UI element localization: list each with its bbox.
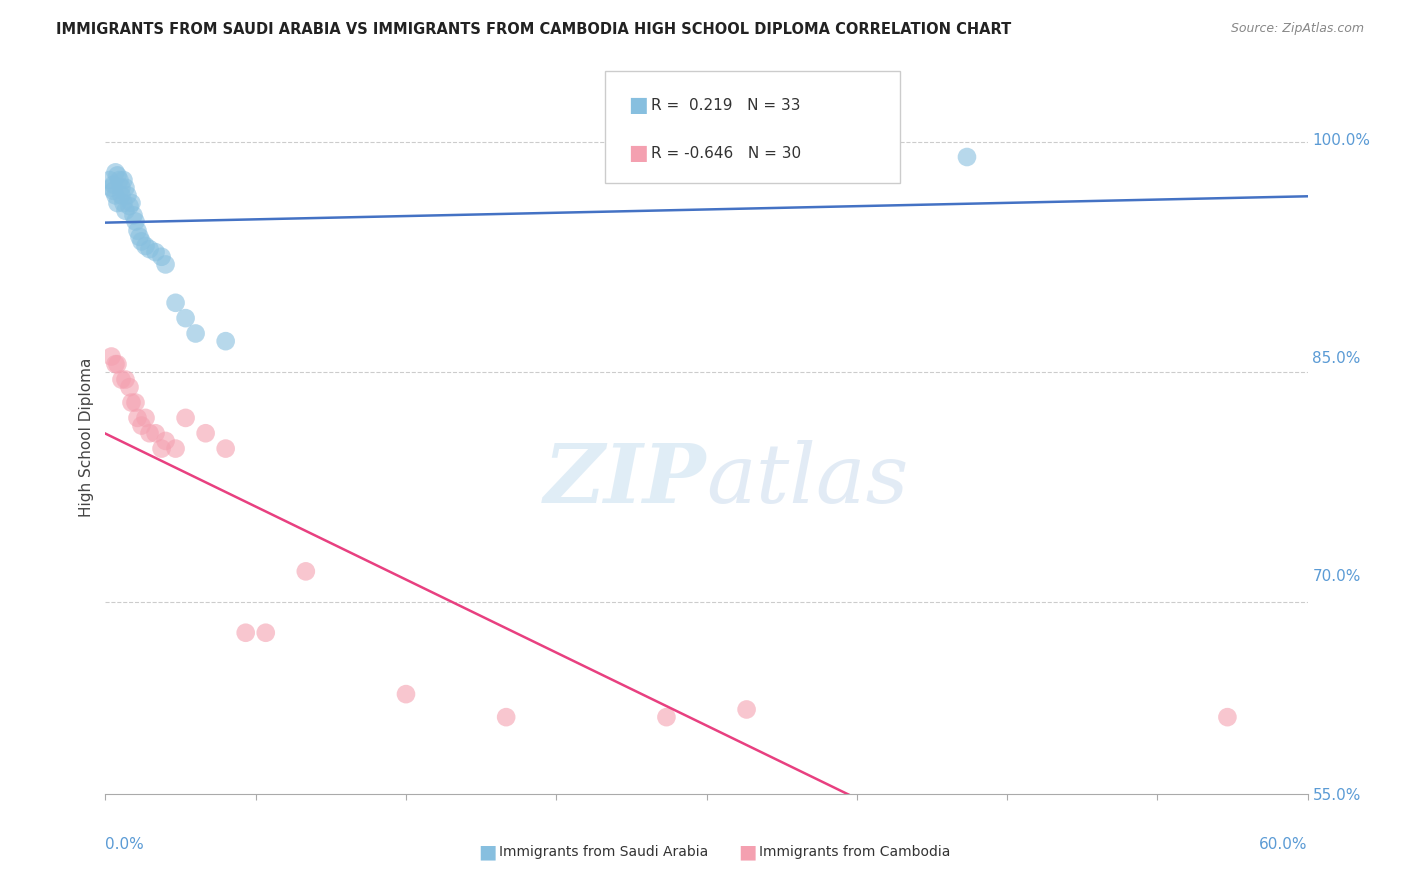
- Point: [103, 184, 125, 198]
- Text: R = -0.646   N = 30: R = -0.646 N = 30: [651, 146, 801, 161]
- Point: [110, 180, 132, 194]
- Text: 0.0%: 0.0%: [105, 837, 145, 852]
- Point: [155, 257, 177, 271]
- Text: ■: ■: [478, 842, 496, 862]
- Point: [118, 380, 141, 394]
- Point: [150, 250, 173, 264]
- Point: [117, 188, 139, 202]
- Point: [104, 165, 127, 179]
- Point: [735, 702, 758, 716]
- Text: 60.0%: 60.0%: [1260, 837, 1308, 852]
- Text: ZIP: ZIP: [544, 440, 707, 520]
- Text: Source: ZipAtlas.com: Source: ZipAtlas.com: [1230, 22, 1364, 36]
- Point: [174, 410, 197, 425]
- Point: [124, 214, 146, 228]
- Point: [103, 178, 125, 192]
- Point: [434, 871, 457, 886]
- Point: [127, 224, 149, 238]
- Point: [104, 188, 127, 202]
- Text: ■: ■: [628, 95, 648, 115]
- Point: [108, 173, 131, 187]
- Point: [165, 295, 187, 310]
- Point: [107, 196, 129, 211]
- Point: [495, 710, 517, 724]
- Point: [112, 173, 135, 187]
- Point: [131, 418, 153, 433]
- Point: [184, 326, 207, 341]
- Point: [155, 434, 177, 448]
- Point: [118, 199, 141, 213]
- Point: [100, 180, 122, 194]
- Point: [174, 311, 197, 326]
- Point: [98, 173, 121, 187]
- Point: [655, 710, 678, 724]
- Point: [138, 242, 160, 256]
- Point: [135, 239, 157, 253]
- Point: [104, 357, 127, 371]
- Point: [112, 196, 135, 211]
- Text: Immigrants from Cambodia: Immigrants from Cambodia: [759, 845, 950, 859]
- Point: [194, 426, 217, 441]
- Point: [110, 372, 132, 386]
- Text: atlas: atlas: [707, 440, 908, 520]
- Point: [121, 196, 143, 211]
- Point: [131, 235, 153, 249]
- Point: [124, 395, 146, 409]
- Point: [128, 229, 150, 244]
- Point: [1216, 710, 1239, 724]
- Text: IMMIGRANTS FROM SAUDI ARABIA VS IMMIGRANTS FROM CAMBODIA HIGH SCHOOL DIPLOMA COR: IMMIGRANTS FROM SAUDI ARABIA VS IMMIGRAN…: [56, 22, 1011, 37]
- Point: [295, 565, 318, 579]
- Point: [121, 395, 143, 409]
- Point: [114, 203, 136, 218]
- Point: [145, 426, 167, 441]
- Point: [100, 350, 122, 364]
- Point: [122, 208, 145, 222]
- Point: [127, 410, 149, 425]
- Point: [107, 169, 129, 183]
- Point: [107, 357, 129, 371]
- Point: [214, 442, 236, 456]
- Point: [214, 334, 236, 348]
- Point: [254, 625, 277, 640]
- Point: [135, 410, 157, 425]
- Point: [354, 840, 377, 855]
- Point: [956, 150, 979, 164]
- Point: [145, 245, 167, 260]
- Point: [395, 687, 418, 701]
- Point: [150, 442, 173, 456]
- Text: ■: ■: [738, 842, 756, 862]
- Text: Immigrants from Saudi Arabia: Immigrants from Saudi Arabia: [499, 845, 709, 859]
- Text: ■: ■: [628, 144, 648, 163]
- Point: [138, 426, 160, 441]
- Point: [114, 180, 136, 194]
- Text: R =  0.219   N = 33: R = 0.219 N = 33: [651, 98, 800, 112]
- Point: [235, 625, 257, 640]
- Point: [110, 188, 132, 202]
- Y-axis label: High School Diploma: High School Diploma: [79, 358, 94, 516]
- Point: [114, 372, 136, 386]
- Point: [165, 442, 187, 456]
